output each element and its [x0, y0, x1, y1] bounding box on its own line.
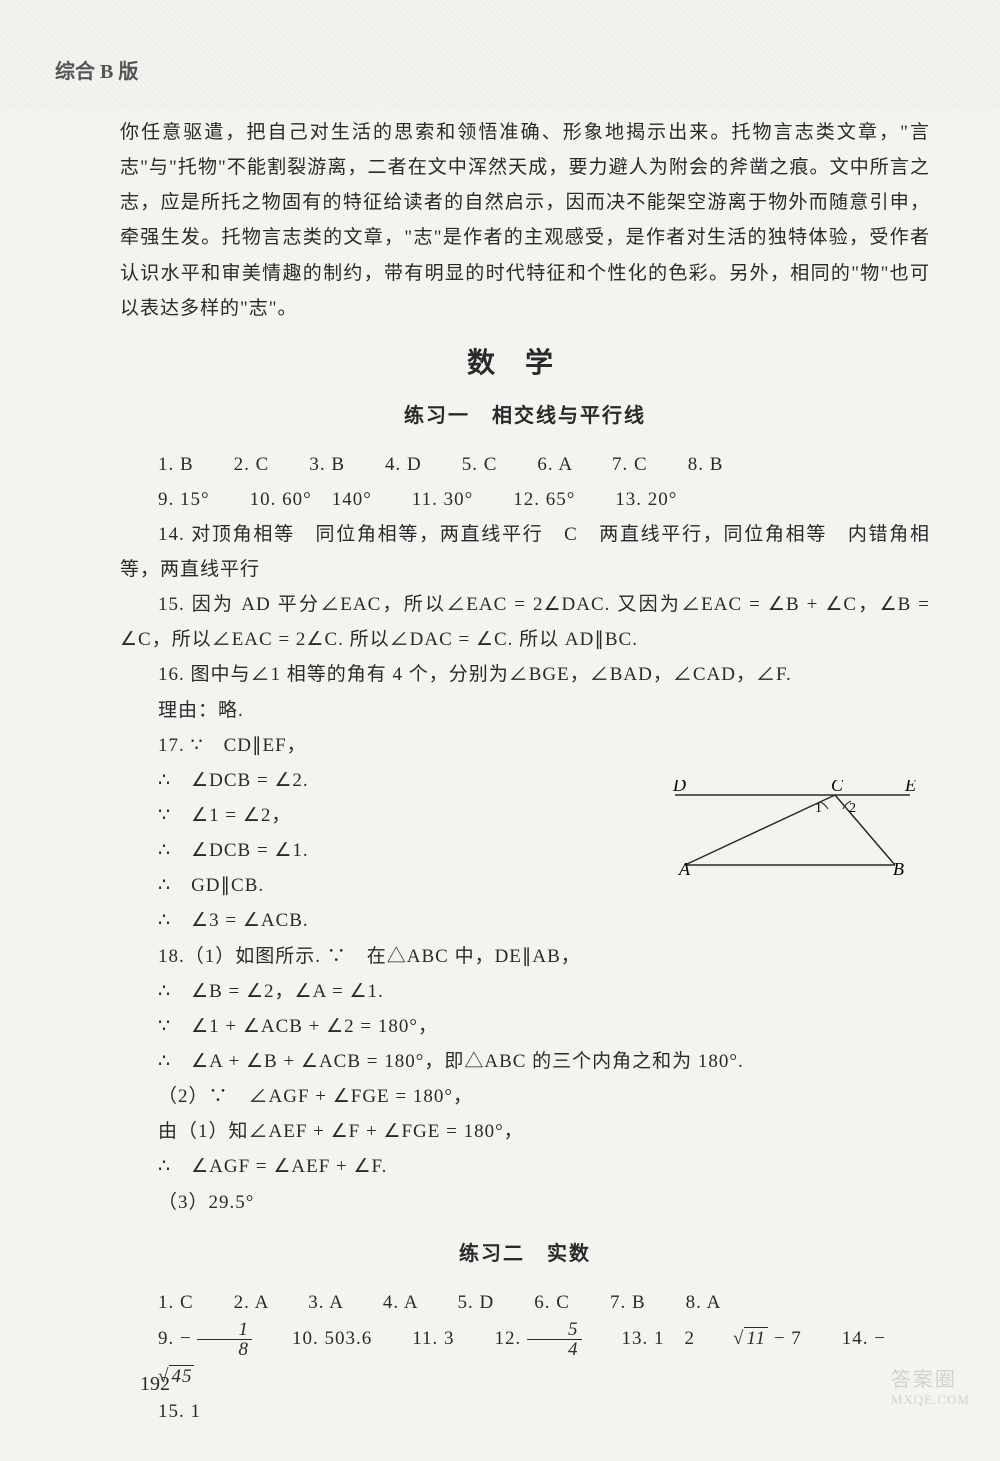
ex2-mc-row1: 1. C 2. A 3. A 4. A 5. D 6. C 7. B 8. A	[120, 1285, 930, 1320]
page-texture	[0, 0, 1000, 110]
ex1-a18-7: （3）29.5°	[120, 1185, 930, 1220]
ex1-a18-3: ∴ ∠A + ∠B + ∠ACB = 180°，即△ABC 的三个内角之和为 1…	[120, 1044, 930, 1079]
line-AC	[685, 795, 835, 865]
ex2-a9-frac: 18	[197, 1320, 252, 1359]
ex2-a15: 15. 1	[120, 1394, 930, 1429]
ex1-a18-5: 由（1）知∠AEF + ∠F + ∠FGE = 180°，	[120, 1114, 930, 1149]
geometry-diagram: D C E A B 1 2	[665, 780, 920, 875]
intro-paragraph: 你任意驱遣，把自己对生活的思索和领悟准确、形象地揭示出来。托物言志类文章，"言志…	[120, 115, 930, 326]
ex1-a16-line1: 16. 图中与∠1 相等的角有 4 个，分别为∠BGE，∠BAD，∠CAD，∠F…	[120, 657, 930, 692]
edition-tag: 综合 B 版	[55, 55, 138, 84]
watermark-line2: MXQE.COM	[891, 1392, 970, 1408]
ex1-a14: 14. 对顶角相等 同位角相等，两直线平行 C 两直线平行，同位角相等 内错角相…	[120, 517, 930, 587]
label-E: E	[904, 780, 916, 795]
exercise2-title: 练习二 实数	[120, 1236, 930, 1273]
ex1-a15: 15. 因为 AD 平分∠EAC，所以∠EAC = 2∠DAC. 又因为∠EAC…	[120, 587, 930, 657]
ex1-a18-1: ∴ ∠B = ∠2，∠A = ∠1.	[120, 974, 930, 1009]
page-content: 你任意驱遣，把自己对生活的思索和领悟准确、形象地揭示出来。托物言志类文章，"言志…	[0, 0, 1000, 1461]
subject-title: 数学	[120, 338, 930, 390]
ex2-a12-frac: 54	[527, 1320, 582, 1359]
exercise1-title: 练习一 相交线与平行线	[120, 398, 930, 435]
ex2-a13-suffix: − 7 14. −	[768, 1328, 886, 1349]
ex1-a17-5: ∴ ∠3 = ∠ACB.	[120, 903, 930, 938]
ex1-a18-6: ∴ ∠AGF = ∠AEF + ∠F.	[120, 1149, 930, 1184]
label-A: A	[678, 859, 691, 875]
ex1-a17-0: 17. ∵ CD∥EF，	[120, 728, 930, 763]
ex1-a18-2: ∵ ∠1 + ∠ACB + ∠2 = 180°，	[120, 1009, 930, 1044]
label-angle-1: 1	[815, 801, 822, 816]
watermark-line1: 答案圈	[891, 1369, 957, 1391]
label-B: B	[893, 859, 904, 875]
ex2-a13-prefix: 13. 1 2	[582, 1328, 696, 1349]
ex2-a13-sqrt: √11	[695, 1321, 768, 1356]
ex2-a10-12: 10. 503.6 11. 3 12.	[252, 1328, 527, 1349]
line-CB	[835, 795, 895, 865]
ex2-a9-prefix: 9. −	[158, 1328, 197, 1349]
page-number: 192	[140, 1373, 170, 1396]
ex1-mc-row1: 1. B 2. C 3. B 4. D 5. C 6. A 7. C 8. B	[120, 447, 930, 482]
ex2-row2: 9. − 18 10. 503.6 11. 3 12. 54 13. 1 2√1…	[120, 1320, 930, 1394]
label-D: D	[672, 780, 686, 795]
label-angle-2: 2	[849, 801, 856, 816]
ex1-a16-line2: 理由：略.	[120, 693, 930, 728]
ex1-a18-4: （2）∵ ∠AGF + ∠FGE = 180°，	[120, 1079, 930, 1114]
ex1-mc-row2: 9. 15° 10. 60° 140° 11. 30° 12. 65° 13. …	[120, 482, 930, 517]
ex1-a18-0: 18.（1）如图所示. ∵ 在△ABC 中，DE∥AB，	[120, 939, 930, 974]
label-C: C	[831, 780, 844, 795]
watermark: 答案圈 MXQE.COM	[891, 1363, 970, 1408]
